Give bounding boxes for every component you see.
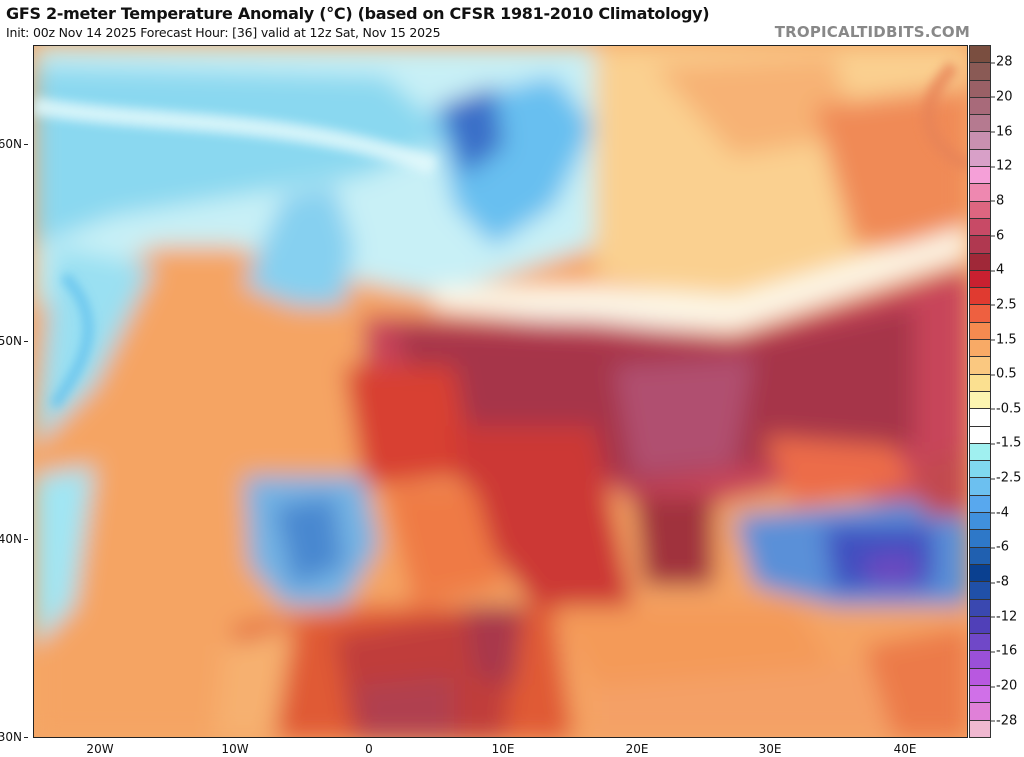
colorbar-segment: [970, 703, 990, 721]
colorbar-segment: [970, 270, 990, 289]
colorbar-segment: [970, 720, 990, 737]
colorbar-segment: [970, 288, 990, 306]
colorbar-label: 4: [990, 262, 1005, 278]
colorbar-segment: [970, 599, 990, 617]
colorbar-segment: [970, 201, 990, 219]
colorbar-segment: [970, 651, 990, 669]
colorbar-segment: [970, 616, 990, 635]
colorbar-label: 2.5: [991, 297, 1017, 313]
colorbar-segment: [970, 236, 990, 254]
colorbar-segment: [970, 253, 990, 271]
colorbar-segment: [970, 530, 990, 548]
colorbar-segment: [970, 80, 990, 98]
colorbar-label: -4: [991, 505, 1009, 521]
colorbar-label: -1.5: [990, 435, 1022, 451]
colorbar-segment: [970, 374, 990, 392]
colorbar-segment: [970, 478, 990, 496]
colorbar-label: -2.5: [990, 470, 1022, 486]
colorbar-segment: [970, 149, 990, 168]
colorbar-label: 6: [990, 228, 1005, 244]
colorbar-segment: [970, 426, 990, 444]
colorbar-segment: [970, 167, 990, 185]
colorbar-label: -28: [990, 713, 1018, 729]
colorbar-label: -0.5: [990, 401, 1022, 417]
colorbar-segment: [970, 218, 990, 237]
lon-label-0: 0: [365, 742, 373, 756]
colorbar-segment: [970, 443, 990, 462]
lat-label-30n: 30N: [0, 730, 28, 744]
brand-watermark: TROPICALTIDBITS.COM: [774, 23, 970, 41]
colorbar-segment: [970, 115, 990, 133]
colorbar-segment: [970, 305, 990, 323]
colorbar-segment: [970, 409, 990, 427]
lon-label-20w: 20W: [86, 742, 114, 756]
lon-label-40e: 40E: [893, 742, 917, 756]
lon-label-10e: 10E: [491, 742, 515, 756]
colorbar-label: 12: [991, 158, 1013, 174]
lat-label-60n: 60N: [0, 137, 28, 151]
colorbar-label: -16: [990, 643, 1018, 659]
colorbar-label: -8: [991, 574, 1009, 590]
colorbar-label: 28: [991, 54, 1013, 70]
colorbar-segment: [970, 582, 990, 600]
colorbar: [969, 45, 991, 738]
colorbar-segment: [970, 322, 990, 341]
colorbar-segment: [970, 46, 990, 64]
colorbar-segment: [970, 97, 990, 116]
colorbar-label: -6: [991, 539, 1009, 555]
colorbar-segment: [970, 668, 990, 686]
temperature-anomaly-map: [33, 45, 968, 738]
colorbar-segment: [970, 495, 990, 514]
colorbar-segment: [970, 132, 990, 150]
colorbar-segment: [970, 340, 990, 358]
lon-label-30e: 30E: [758, 742, 782, 756]
colorbar-segment: [970, 564, 990, 583]
colorbar-segment: [970, 357, 990, 375]
colorbar-label: -20: [990, 678, 1018, 694]
colorbar-segment: [970, 634, 990, 652]
colorbar-segment: [970, 685, 990, 704]
colorbar-label: 0.5: [991, 366, 1017, 382]
colorbar-segment: [970, 184, 990, 202]
colorbar-segment: [970, 513, 990, 531]
colorbar-label: -12: [990, 609, 1018, 625]
colorbar-label: 1.5: [991, 332, 1017, 348]
colorbar-segment: [970, 547, 990, 565]
map-title: GFS 2-meter Temperature Anomaly (°C) (ba…: [6, 4, 710, 23]
lon-label-10w: 10W: [221, 742, 249, 756]
anomaly-field: [34, 46, 967, 737]
map-subtitle: Init: 00z Nov 14 2025 Forecast Hour: [36…: [6, 25, 441, 40]
lat-label-40n: 40N: [0, 532, 28, 546]
colorbar-label: 16: [991, 124, 1013, 140]
colorbar-label: 8: [990, 193, 1005, 209]
lat-label-50n: 50N: [0, 334, 28, 348]
lon-label-20e: 20E: [625, 742, 649, 756]
colorbar-segment: [970, 391, 990, 410]
colorbar-label: 20: [991, 89, 1013, 105]
colorbar-segment: [970, 63, 990, 81]
colorbar-segment: [970, 461, 990, 479]
